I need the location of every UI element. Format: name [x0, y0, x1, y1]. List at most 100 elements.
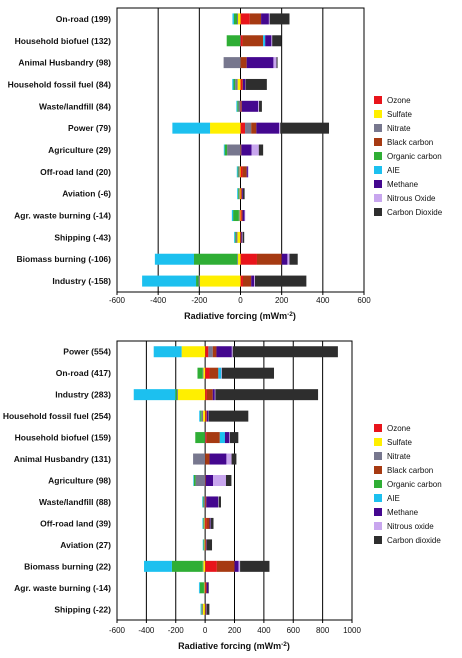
bar-segment [153, 346, 182, 358]
bar-segment [202, 496, 203, 508]
bar-segment [133, 389, 176, 401]
legend-swatch [374, 180, 382, 188]
legend-swatch [374, 452, 382, 460]
bar-segment [251, 122, 257, 134]
bar-segment [242, 231, 243, 243]
bar-segment [240, 231, 242, 243]
legend-label: Nitrate [387, 124, 411, 133]
bar-segment [244, 210, 246, 222]
bar-segment [201, 603, 203, 615]
bar-segment [206, 410, 209, 422]
bar-segment [240, 35, 241, 47]
legend-label: AIE [387, 494, 400, 503]
bar-segment [241, 100, 259, 112]
bar-segment [276, 57, 278, 69]
legend-label: Carbon dioxide [387, 536, 441, 545]
bar-segment [177, 389, 206, 401]
legend-label: Ozone [387, 96, 411, 105]
bar-segment [224, 432, 230, 444]
chart-bottom: Power (554) On-road (417) Industry (283) Ho… [3, 340, 442, 651]
bar-segment [237, 100, 239, 112]
category-label: Off-road land (20) [40, 167, 111, 177]
legend-label: AIE [387, 166, 400, 175]
bar-segment [208, 582, 209, 594]
bar-segment [205, 432, 207, 444]
x-tick-label: -600 [109, 296, 126, 305]
category-label: Biomass burning (22) [24, 561, 111, 571]
bar-segment [240, 122, 246, 134]
bar-segment [229, 432, 230, 444]
bar-segment [205, 475, 214, 486]
bar-segment [203, 410, 206, 422]
bar-segment [232, 78, 234, 90]
bar-segment [229, 432, 239, 444]
bar-segment [242, 35, 264, 47]
bar-segment [254, 275, 255, 287]
legend-label: Nitrous Oxide [387, 194, 436, 203]
category-label: Power (554) [63, 347, 111, 357]
bar-segment [171, 560, 203, 572]
bar-segment [268, 13, 270, 25]
legend-swatch [374, 466, 382, 474]
bar-segment [287, 253, 290, 265]
bar-segment [232, 346, 338, 358]
bar-segment [278, 122, 281, 134]
bar-segment [240, 144, 242, 156]
bar-segment [238, 210, 240, 222]
x-tick-label: 400 [257, 626, 271, 635]
bar-segment [218, 496, 219, 508]
bar-segment [208, 346, 213, 358]
legend-label: Organic carbon [387, 480, 442, 489]
category-label: Industry (-158) [52, 276, 111, 286]
bar-segment [218, 496, 221, 508]
category-label: Agr. waste burning (-14) [14, 583, 111, 593]
bar-segment [240, 188, 242, 200]
bar-segment [242, 210, 245, 222]
bar-segment [205, 517, 207, 529]
bar-segment [213, 475, 226, 486]
bar-segment [234, 231, 235, 243]
bar-segment [240, 275, 243, 287]
bar-segment [237, 166, 239, 178]
bar-segment [198, 582, 200, 594]
category-label: Power (79) [68, 123, 111, 133]
bar-segment [201, 603, 202, 615]
bar-segment [245, 78, 267, 90]
bar-segment [193, 475, 196, 486]
bar-segment [196, 275, 199, 287]
legend-swatch [374, 208, 382, 216]
x-tick-label: 0 [238, 296, 243, 305]
bar-segment [251, 144, 259, 156]
bar-segment [272, 35, 282, 47]
legend-label: Methane [387, 508, 419, 517]
bar-segment [208, 410, 249, 422]
x-tick-label: -400 [138, 626, 155, 635]
category-label: Aviation (-6) [62, 189, 111, 199]
bar-segment [261, 13, 269, 25]
x-tick-label: 1000 [343, 626, 361, 635]
bar-segment [240, 100, 242, 112]
bar-segment [206, 389, 213, 401]
bar-segment [265, 35, 272, 47]
bar-segment [249, 13, 262, 25]
bar-segment [269, 13, 290, 25]
bar-segment [205, 346, 209, 358]
bar-segment [240, 57, 247, 69]
category-label: Shipping (-43) [54, 232, 111, 242]
bar-segment [206, 603, 210, 615]
bar-segment [281, 253, 288, 265]
x-axis-label: Radiative forcing (mWm-2) [178, 641, 290, 651]
bar-segment [247, 166, 249, 178]
bar-segment [233, 13, 238, 25]
legend-label: Black carbon [387, 466, 433, 475]
bar-segment [240, 560, 270, 572]
legend-swatch [374, 138, 382, 146]
bar-segment [234, 560, 239, 572]
bar-segment [238, 560, 241, 572]
bar-segment [225, 475, 232, 486]
category-label: Agriculture (98) [48, 476, 111, 486]
x-tick-label: 400 [316, 296, 330, 305]
legend-label: Sulfate [387, 110, 412, 119]
bar-segment [199, 582, 204, 594]
category-label: Waste/landfill (84) [39, 101, 111, 111]
